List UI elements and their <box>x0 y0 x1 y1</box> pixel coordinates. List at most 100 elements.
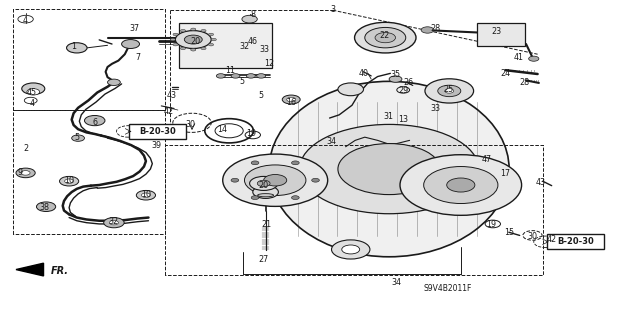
Text: 21: 21 <box>261 220 271 229</box>
Circle shape <box>141 193 150 197</box>
Text: 32: 32 <box>239 42 250 51</box>
Circle shape <box>72 135 84 141</box>
Text: 24: 24 <box>500 69 511 78</box>
Text: 34: 34 <box>326 137 337 146</box>
Circle shape <box>180 29 186 32</box>
Text: S9V4B2011F: S9V4B2011F <box>424 284 472 293</box>
Text: 27: 27 <box>259 255 269 263</box>
Circle shape <box>312 178 319 182</box>
Text: 39: 39 <box>152 141 162 150</box>
Circle shape <box>67 43 87 53</box>
Text: 10: 10 <box>64 176 74 185</box>
Circle shape <box>84 115 105 126</box>
Circle shape <box>355 22 416 53</box>
Circle shape <box>184 35 202 44</box>
Text: 3: 3 <box>330 5 335 14</box>
Text: B-20-30: B-20-30 <box>139 127 176 136</box>
Circle shape <box>292 161 300 165</box>
Circle shape <box>211 38 216 41</box>
Circle shape <box>216 74 225 78</box>
Text: 16: 16 <box>286 98 296 107</box>
Circle shape <box>287 97 296 102</box>
Circle shape <box>27 89 40 95</box>
Text: 5: 5 <box>259 91 264 100</box>
FancyBboxPatch shape <box>129 124 186 139</box>
Text: 35: 35 <box>390 70 401 79</box>
Circle shape <box>109 220 118 225</box>
Text: 12: 12 <box>264 59 274 68</box>
Circle shape <box>251 196 259 200</box>
Circle shape <box>300 124 479 214</box>
Circle shape <box>332 240 370 259</box>
Text: 30: 30 <box>186 120 196 129</box>
Circle shape <box>400 155 522 215</box>
Text: 47: 47 <box>481 155 492 164</box>
Text: FR.: FR. <box>51 265 69 276</box>
Text: 26: 26 <box>403 78 413 87</box>
Text: 23: 23 <box>491 27 501 36</box>
Text: 6: 6 <box>92 118 97 127</box>
Text: 8: 8 <box>250 10 255 19</box>
Circle shape <box>60 176 79 186</box>
Text: 30: 30 <box>527 232 538 241</box>
Ellipse shape <box>269 81 509 257</box>
Text: 42: 42 <box>547 235 557 244</box>
Text: 14: 14 <box>217 125 227 134</box>
Text: 2: 2 <box>23 144 28 153</box>
Circle shape <box>257 180 270 187</box>
Text: 37: 37 <box>129 24 140 33</box>
Circle shape <box>231 178 239 182</box>
Circle shape <box>250 176 278 190</box>
Circle shape <box>191 28 196 31</box>
Circle shape <box>173 33 178 36</box>
Text: 42: 42 <box>164 107 174 116</box>
Circle shape <box>282 95 300 104</box>
Circle shape <box>421 27 434 33</box>
Text: 4: 4 <box>23 16 28 25</box>
Text: 20: 20 <box>259 181 269 189</box>
Circle shape <box>180 47 186 50</box>
Circle shape <box>104 218 124 228</box>
Circle shape <box>108 79 120 85</box>
Circle shape <box>231 74 240 78</box>
Circle shape <box>65 179 74 183</box>
Circle shape <box>136 190 156 200</box>
Text: 22: 22 <box>379 31 389 40</box>
Circle shape <box>529 56 539 61</box>
Circle shape <box>425 79 474 103</box>
Circle shape <box>170 38 175 41</box>
Text: 38: 38 <box>40 203 50 212</box>
Circle shape <box>22 83 45 94</box>
Circle shape <box>447 178 475 192</box>
Text: 32: 32 <box>109 217 119 226</box>
Text: 19: 19 <box>246 130 257 138</box>
Text: 43: 43 <box>166 91 177 100</box>
Circle shape <box>342 245 360 254</box>
Text: 45: 45 <box>27 88 37 97</box>
Text: 28: 28 <box>430 24 440 33</box>
Circle shape <box>173 43 178 46</box>
Circle shape <box>292 196 300 200</box>
Ellipse shape <box>257 194 274 197</box>
Circle shape <box>18 15 33 23</box>
Text: 15: 15 <box>504 228 515 237</box>
Text: 7: 7 <box>135 53 140 62</box>
Circle shape <box>375 33 396 43</box>
Circle shape <box>242 15 257 23</box>
Text: 41: 41 <box>513 53 524 62</box>
Circle shape <box>253 186 278 198</box>
Text: 5: 5 <box>74 133 79 142</box>
Circle shape <box>257 74 266 78</box>
FancyBboxPatch shape <box>179 23 272 68</box>
Circle shape <box>244 165 306 196</box>
Circle shape <box>36 202 56 211</box>
Text: 28: 28 <box>520 78 530 87</box>
Text: 1: 1 <box>71 42 76 51</box>
Circle shape <box>424 167 498 204</box>
FancyBboxPatch shape <box>477 23 525 46</box>
Text: 40: 40 <box>358 69 369 78</box>
Text: 10: 10 <box>141 190 151 199</box>
Circle shape <box>246 74 255 78</box>
Text: 29: 29 <box>398 86 408 95</box>
Circle shape <box>21 171 30 175</box>
